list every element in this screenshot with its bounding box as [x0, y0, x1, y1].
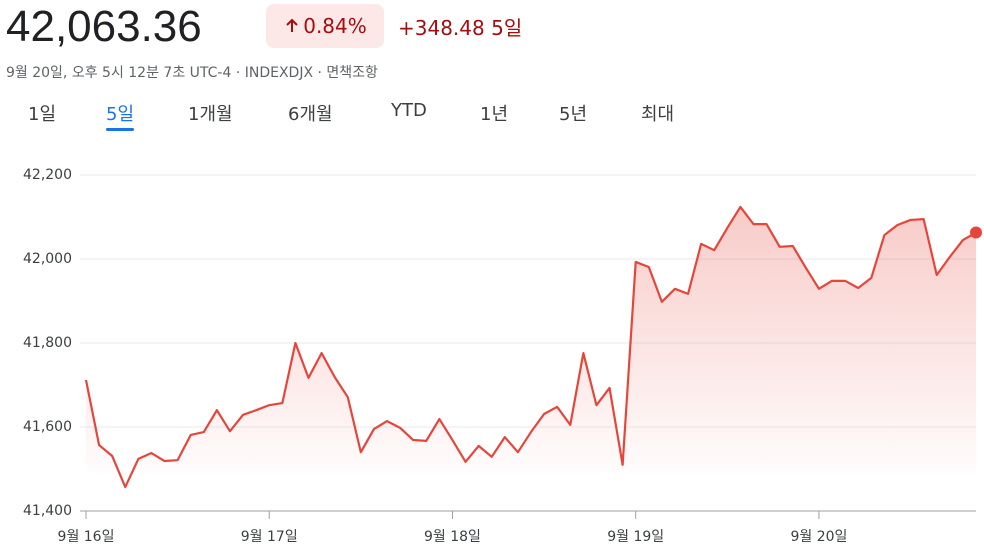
- y-tick-label: 41,400: [23, 503, 72, 519]
- x-tick-label: 9월 18일: [424, 529, 481, 545]
- change-badge: 0.84%: [266, 4, 384, 48]
- tab[interactable]: 5일: [106, 100, 135, 131]
- change: +348.48 5일: [398, 12, 522, 41]
- tab[interactable]: 6개월: [288, 104, 333, 125]
- period: 5일: [491, 16, 523, 40]
- tab[interactable]: 1일: [28, 104, 57, 125]
- area: [86, 206, 976, 488]
- x-tick-label: 9월 19일: [607, 529, 664, 545]
- subtitle: 9월 20일, 오후 5시 12분 7초 UTC-4 · INDEXDJX · …: [6, 65, 378, 81]
- price: 42,063.36: [6, 2, 202, 51]
- y-tick-label: 42,200: [23, 167, 72, 183]
- tab[interactable]: 1개월: [188, 104, 233, 125]
- tab[interactable]: 1년: [480, 104, 509, 125]
- x-tick-label: 9월 16일: [58, 529, 115, 545]
- tab[interactable]: YTD: [391, 100, 427, 121]
- change-percent: 0.84%: [303, 14, 367, 38]
- tab[interactable]: 최대: [641, 104, 675, 125]
- y-tick-label: 41,800: [23, 335, 72, 351]
- y-tick-label: 41,600: [23, 419, 72, 435]
- x-tick-label: 9월 20일: [790, 529, 847, 545]
- change-value: +348.48: [398, 16, 485, 40]
- x-tick-label: 9월 17일: [241, 529, 298, 545]
- y-tick-label: 42,000: [23, 251, 72, 267]
- up-arrow: [286, 18, 298, 32]
- last-point: [970, 226, 982, 239]
- tab[interactable]: 5년: [559, 104, 588, 125]
- line: [84, 205, 977, 489]
